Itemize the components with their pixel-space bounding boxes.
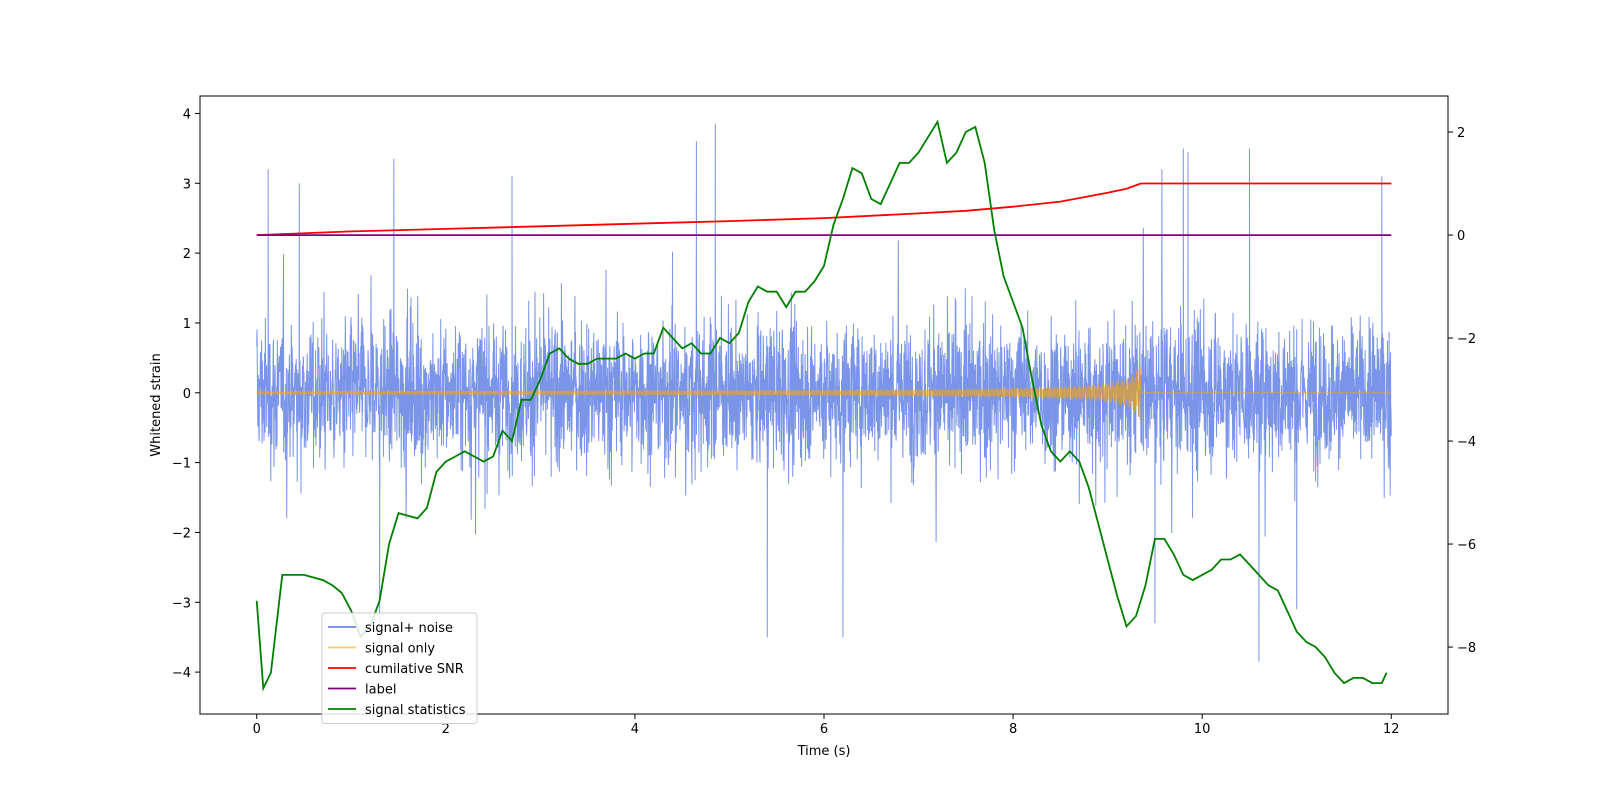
y-tick-label: 3 [183, 177, 191, 192]
x-tick-label: 4 [631, 722, 639, 737]
y-axis-left: −4 −3 −2 −1 0 1 2 3 4 [172, 107, 200, 681]
legend-box [321, 612, 478, 724]
legend-label: cumilative SNR [365, 662, 464, 677]
y2-tick-label: 2 [1457, 126, 1465, 141]
x-tick-label: 0 [253, 722, 261, 737]
y-tick-label: −1 [172, 457, 191, 472]
y-tick-label: −4 [172, 666, 191, 681]
x-tick-label: 2 [442, 722, 450, 737]
x-axis: 0 2 4 6 8 10 12 [253, 714, 1400, 737]
legend-label: signal only [365, 642, 435, 657]
y-axis-label: Whitened strain [149, 353, 164, 456]
y-tick-label: −2 [172, 526, 191, 541]
y2-tick-label: 0 [1457, 229, 1465, 244]
y-axis-right: −8 −6 −4 −2 0 2 [1448, 126, 1476, 656]
series-line-cumulative-snr [256, 182, 1392, 236]
y-tick-label: 0 [183, 387, 191, 402]
y2-tick-label: −4 [1457, 435, 1476, 450]
legend-label: label [365, 683, 396, 698]
y-tick-label: 2 [183, 247, 191, 262]
x-tick-label: 8 [1009, 722, 1017, 737]
y2-tick-label: −2 [1457, 332, 1476, 347]
y2-tick-label: −8 [1457, 641, 1476, 656]
y-tick-label: −3 [172, 596, 191, 611]
x-tick-label: 6 [820, 722, 828, 737]
legend-label: signal+ noise [365, 621, 453, 636]
series-line-signal-only [256, 367, 1392, 421]
x-tick-label: 10 [1194, 722, 1211, 737]
y2-tick-label: −6 [1457, 538, 1476, 553]
series-layer [255, 119, 1392, 692]
x-tick-label: 12 [1383, 722, 1400, 737]
series-line-signal-statistics [255, 119, 1388, 692]
x-axis-label: Time (s) [797, 744, 851, 759]
legend: signal+ noise signal only cumilative SNR la… [321, 612, 478, 724]
y-tick-label: 1 [183, 317, 191, 332]
legend-label: signal statistics [365, 703, 466, 718]
y-tick-label: 4 [183, 107, 191, 122]
